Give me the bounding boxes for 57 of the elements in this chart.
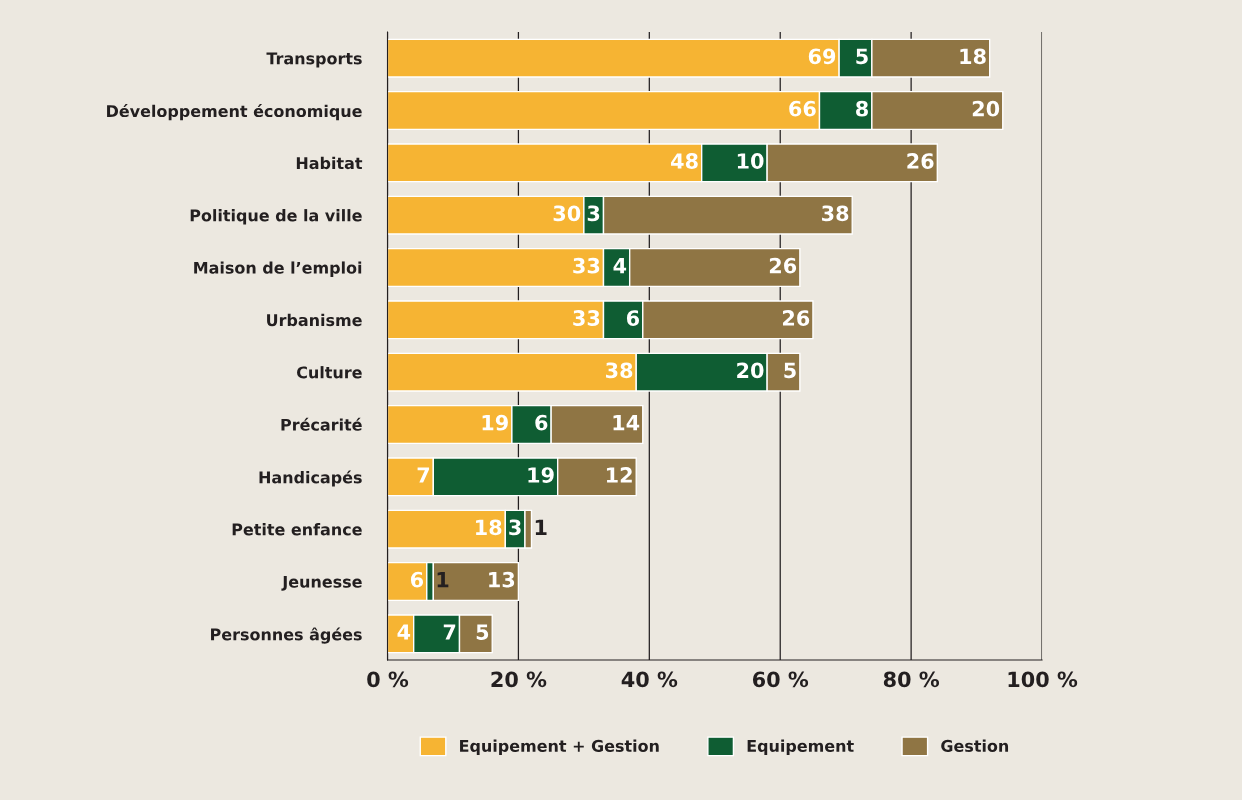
data-label: 7 — [443, 624, 456, 640]
data-label: 20 — [737, 362, 764, 379]
data-label: 26 — [907, 153, 934, 169]
legend-label: Gestion — [941, 739, 1009, 752]
data-label: 3 — [509, 519, 521, 536]
y-tick-label: Handicapés — [259, 470, 362, 487]
x-tick-label: 20 % — [491, 671, 547, 688]
y-tick-label: Culture — [297, 366, 362, 379]
y-tick-label: Développement économique — [107, 104, 362, 121]
x-tick-label: 100 % — [1008, 671, 1078, 688]
data-label: 5 — [856, 48, 868, 65]
data-label: 4 — [613, 258, 627, 274]
data-label: 10 — [737, 153, 764, 169]
x-tick-label: 80 % — [883, 671, 940, 688]
data-label: 6 — [535, 414, 548, 431]
data-label: 20 — [972, 100, 1000, 117]
data-label: 12 — [606, 467, 632, 483]
data-label: 18 — [960, 48, 986, 65]
y-tick-label: Transports — [266, 52, 362, 68]
data-label: 13 — [489, 571, 515, 588]
y-tick-label: Habitat — [296, 156, 363, 170]
y-tick-label: Précarité — [281, 417, 362, 431]
y-tick-label: Urbanisme — [267, 313, 362, 327]
y-tick-label: Petite enfance — [232, 523, 362, 536]
data-label: 7 — [417, 467, 430, 483]
x-tick-label: 60 % — [752, 671, 809, 688]
data-label: 26 — [769, 257, 797, 274]
y-tick-label: Jeunesse — [281, 575, 362, 591]
data-label: 5 — [784, 362, 796, 379]
data-label: 18 — [476, 519, 502, 536]
y-tick-label: Maison de l’emploi — [194, 261, 362, 277]
data-label: 1 — [535, 519, 547, 535]
data-label: 69 — [808, 48, 836, 65]
data-label: 48 — [671, 153, 698, 169]
data-label: 38 — [606, 362, 633, 379]
data-label: 26 — [782, 310, 810, 326]
data-label: 38 — [822, 205, 849, 222]
data-label: 4 — [397, 624, 411, 640]
data-label: 5 — [476, 624, 489, 640]
x-tick-label: 40 % — [621, 671, 678, 688]
data-label: 1 — [437, 572, 449, 588]
legend-label: Equipement + Gestion — [460, 739, 659, 756]
legend-label: Equipement — [747, 739, 854, 756]
data-label: 6 — [410, 571, 424, 588]
y-tick-label: Politique de la ville — [190, 209, 362, 225]
data-label: 6 — [626, 310, 640, 326]
data-label: 14 — [613, 415, 640, 431]
data-label: 66 — [789, 100, 816, 117]
data-label: 19 — [528, 467, 554, 483]
x-tick-label: 0 % — [367, 671, 409, 688]
data-label: 30 — [553, 205, 581, 222]
data-label: 33 — [573, 257, 600, 274]
y-tick-label: Personnes âgées — [211, 627, 362, 644]
data-label: 3 — [587, 205, 600, 222]
data-label: 19 — [482, 414, 508, 431]
data-label: 8 — [856, 100, 868, 117]
data-label: 33 — [573, 310, 600, 326]
